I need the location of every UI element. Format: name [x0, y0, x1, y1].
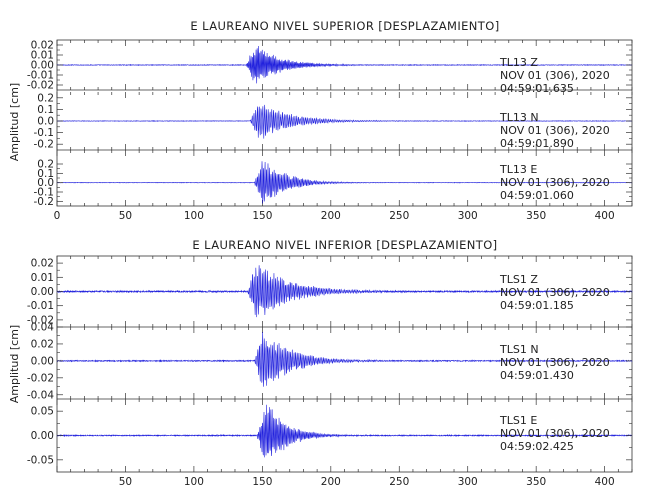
x-tick-label: 400: [595, 210, 615, 222]
y-axis: 0.02 0.01 0.00 -0.01 -0.02: [27, 258, 632, 326]
x-axis: 0 50 100 150 200 250 300 350 400: [54, 40, 633, 222]
y-tick-label: -0.04: [27, 389, 54, 401]
x-tick-label: 50: [119, 476, 132, 488]
x-tick-label: 400: [595, 476, 615, 488]
chart-title: E LAUREANO NIVEL SUPERIOR [DESPLAZAMIENT…: [190, 19, 499, 33]
time-label: 04:59:01.430: [500, 369, 574, 382]
y-tick-label: 0.01: [31, 272, 54, 284]
y-tick-label: 0.0: [37, 177, 54, 189]
y-axis-label: Amplitud [cm]: [8, 325, 21, 403]
y-tick-label: 0.01: [31, 50, 54, 62]
x-tick-label: 100: [184, 210, 204, 222]
y-tick-label: -0.01: [27, 70, 54, 82]
station-label: TLS1 N: [499, 343, 539, 356]
time-label: 04:59:01.635: [500, 82, 574, 95]
trace-n: [56, 332, 633, 387]
trace-e: [56, 161, 633, 204]
x-tick-label: 350: [526, 476, 546, 488]
panel-z: 0.020.010.00-0.01-0.02 TL13 Z NOV 01 (30…: [27, 40, 633, 95]
x-tick-label: 150: [252, 476, 272, 488]
time-label: 04:59:01.060: [500, 189, 574, 202]
y-axis-label: Amplitud [cm]: [8, 83, 21, 161]
y-tick-label: -0.2: [34, 139, 55, 151]
y-tick-label: -0.01: [27, 300, 54, 312]
x-tick-label: 350: [526, 210, 546, 222]
x-tick-label: 100: [184, 476, 204, 488]
y-tick-label: 0.1: [37, 104, 54, 116]
x-tick-label: 150: [252, 210, 272, 222]
y-tick-label: 0.02: [31, 40, 54, 52]
x-tick-label: 50: [119, 210, 132, 222]
y-tick-label: 0.00: [31, 60, 54, 72]
date-label: NOV 01 (306), 2020: [500, 356, 610, 369]
y-tick-label: -0.02: [27, 314, 54, 326]
y-tick-label: -0.2: [34, 196, 55, 208]
y-axis: 0.05 0.00 -0.05: [27, 406, 632, 466]
x-tick-label: 0: [54, 210, 61, 222]
y-tick-label: 0.1: [37, 168, 54, 180]
station-label: TLS1 Z: [499, 273, 538, 286]
x-tick-label: 300: [458, 476, 478, 488]
y-tick-label: -0.1: [34, 187, 55, 199]
station-label: TL13 Z: [499, 56, 538, 69]
y-tick-label: 0.05: [31, 406, 54, 418]
date-label: NOV 01 (306), 2020: [500, 176, 610, 189]
trace-z: [56, 265, 633, 318]
panel-z: 0.02 0.01 0.00 -0.01 -0.02 TLS1 Z NOV 01 (30…: [27, 258, 633, 326]
date-label: NOV 01 (306), 2020: [500, 286, 610, 299]
y-tick-label: 0.02: [31, 258, 54, 270]
panel-e: 0.050.00-0.05 TLS1 E NOV 01 (306), 2020 …: [27, 404, 633, 466]
x-tick-label: 250: [389, 210, 409, 222]
y-tick-label: -0.1: [34, 127, 55, 139]
chart-superior: E LAUREANO NIVEL SUPERIOR [DESPLAZAMIENT…: [8, 19, 633, 222]
y-axis: 0.20.10.0-0.1-0.2: [34, 92, 632, 151]
y-tick-label: -0.05: [27, 454, 54, 466]
trace-e: [56, 404, 633, 458]
time-label: 04:59:01.890: [500, 137, 574, 150]
y-tick-label: 0.0: [37, 116, 54, 128]
y-tick-label: 0.2: [37, 92, 54, 104]
y-axis: 0.020.010.00-0.01-0.02: [27, 40, 632, 92]
y-tick-label: -0.02: [27, 372, 54, 384]
panel-n: 0.20.10.0-0.1-0.2 TL13 N NOV 01 (306), 2…: [34, 92, 633, 151]
x-tick-label: 250: [389, 476, 409, 488]
station-label: TLS1 E: [499, 414, 537, 427]
station-label: TL13 N: [499, 111, 539, 124]
date-label: NOV 01 (306), 2020: [500, 124, 610, 137]
y-axis: 0.20.10.0-0.1-0.2: [34, 159, 632, 208]
station-label: TL13 E: [499, 163, 537, 176]
y-tick-label: 0.02: [31, 338, 54, 350]
time-label: 04:59:02.425: [500, 440, 574, 453]
x-axis: 50 100 150 200 250 300 350 400: [56, 256, 633, 488]
chart-title: E LAUREANO NIVEL INFERIOR [DESPLAZAMIENT…: [192, 238, 497, 252]
y-tick-label: 0.00: [31, 355, 54, 367]
trace-n: [56, 104, 633, 139]
y-tick-label: -0.02: [27, 80, 54, 92]
x-tick-label: 300: [458, 210, 478, 222]
panel-n: 0.04 0.02 0.00 -0.02 -0.04 TLS1 N NOV 01 (30…: [27, 322, 633, 401]
x-tick-label: 200: [321, 210, 341, 222]
y-tick-label: 0.00: [31, 430, 54, 442]
chart-inferior: E LAUREANO NIVEL INFERIOR [DESPLAZAMIENT…: [8, 238, 633, 488]
y-axis: 0.04 0.02 0.00 -0.02 -0.04: [27, 322, 632, 401]
panel-e: 0.20.10.0-0.1-0.2 TL13 E NOV 01 (306), 2…: [34, 159, 633, 208]
date-label: NOV 01 (306), 2020: [500, 427, 610, 440]
y-tick-label: 0.04: [31, 322, 55, 334]
y-tick-label: 0.00: [31, 286, 54, 298]
x-tick-label: 200: [321, 476, 341, 488]
trace-z: [56, 45, 633, 84]
y-tick-label: 0.2: [37, 159, 54, 171]
date-label: NOV 01 (306), 2020: [500, 69, 610, 82]
time-label: 04:59:01.185: [500, 299, 574, 312]
